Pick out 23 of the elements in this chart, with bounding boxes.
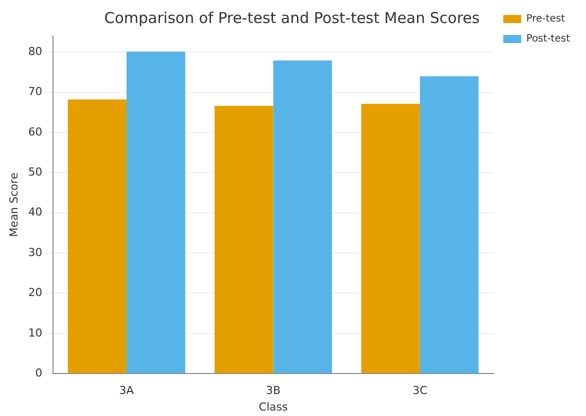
bar bbox=[420, 76, 479, 374]
y-tick-label: 0 bbox=[35, 366, 42, 380]
y-tick-label: 70 bbox=[28, 85, 42, 98]
bar bbox=[126, 52, 186, 374]
y-tick-label: 30 bbox=[28, 246, 42, 259]
bar bbox=[273, 60, 332, 374]
x-tick-label: 3C bbox=[412, 384, 428, 398]
bar bbox=[361, 104, 420, 374]
bar bbox=[68, 100, 127, 374]
legend-label: Pre-test bbox=[526, 14, 566, 25]
y-tick-label: 20 bbox=[28, 286, 42, 300]
y-tick-label: 80 bbox=[28, 44, 42, 58]
y-tick-label: 50 bbox=[28, 166, 42, 179]
bar bbox=[214, 106, 274, 374]
legend-label: Post-test bbox=[526, 34, 570, 45]
y-axis-title: Mean Score bbox=[7, 172, 20, 237]
x-axis-title: Class bbox=[258, 400, 288, 414]
y-tick-label: 10 bbox=[28, 326, 42, 340]
chart-title: Comparison of Pre-test and Post-test Mean Scores bbox=[104, 8, 480, 27]
y-tick-label: 60 bbox=[28, 125, 42, 138]
y-tick-label: 40 bbox=[28, 206, 42, 219]
x-tick-label: 3B bbox=[266, 384, 281, 398]
x-tick-label: 3A bbox=[119, 384, 134, 398]
